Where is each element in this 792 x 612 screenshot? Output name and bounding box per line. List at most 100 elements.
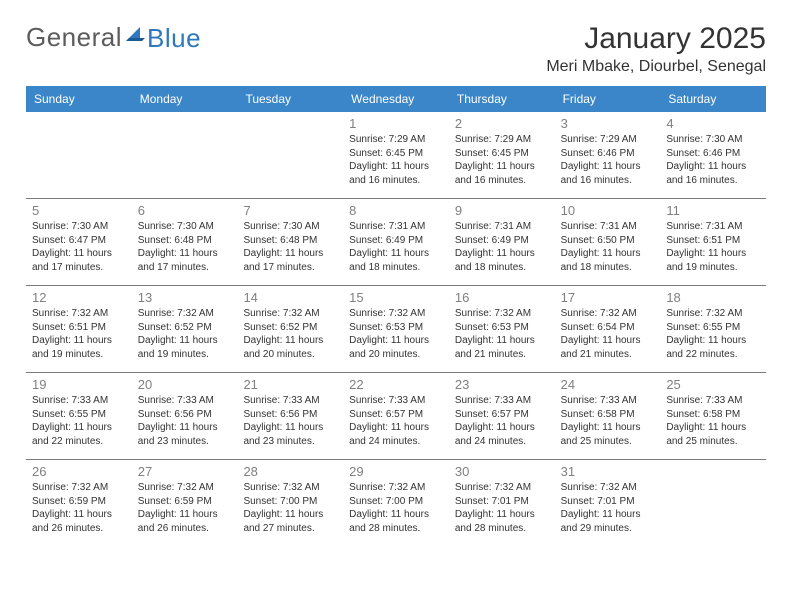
day-number: 20 [138, 377, 232, 392]
daylight-text: Daylight: 11 hours and 25 minutes. [666, 421, 760, 448]
day-cell [660, 460, 766, 546]
day-info: Sunrise: 7:29 AMSunset: 6:45 PMDaylight:… [349, 133, 443, 187]
sunrise-text: Sunrise: 7:31 AM [666, 220, 760, 234]
day-info: Sunrise: 7:31 AMSunset: 6:49 PMDaylight:… [349, 220, 443, 274]
daylight-text: Daylight: 11 hours and 23 minutes. [243, 421, 337, 448]
dow-thursday: Thursday [449, 86, 555, 112]
sunrise-text: Sunrise: 7:33 AM [561, 394, 655, 408]
day-number: 22 [349, 377, 443, 392]
day-cell: 13 Sunrise: 7:32 AMSunset: 6:52 PMDayligh… [132, 286, 238, 372]
day-number: 25 [666, 377, 760, 392]
daylight-text: Daylight: 11 hours and 24 minutes. [455, 421, 549, 448]
sunset-text: Sunset: 6:49 PM [455, 234, 549, 248]
day-number: 28 [243, 464, 337, 479]
day-info: Sunrise: 7:32 AMSunset: 7:01 PMDaylight:… [455, 481, 549, 535]
day-info: Sunrise: 7:32 AMSunset: 6:59 PMDaylight:… [138, 481, 232, 535]
location-text: Meri Mbake, Diourbel, Senegal [546, 58, 766, 76]
day-cell: 20 Sunrise: 7:33 AMSunset: 6:56 PMDayligh… [132, 373, 238, 459]
day-number: 26 [32, 464, 126, 479]
day-cell: 21Sunrise: 7:33 AMSunset: 6:56 PMDayligh… [237, 373, 343, 459]
day-info: Sunrise: 7:32 AMSunset: 7:01 PMDaylight:… [561, 481, 655, 535]
daylight-text: Daylight: 11 hours and 27 minutes. [243, 508, 337, 535]
daylight-text: Daylight: 11 hours and 21 minutes. [455, 334, 549, 361]
sunset-text: Sunset: 6:59 PM [138, 495, 232, 509]
daylight-text: Daylight: 11 hours and 22 minutes. [32, 421, 126, 448]
sunrise-text: Sunrise: 7:33 AM [243, 394, 337, 408]
day-info: Sunrise: 7:32 AMSunset: 6:52 PMDaylight:… [243, 307, 337, 361]
sunset-text: Sunset: 6:46 PM [666, 147, 760, 161]
sunrise-text: Sunrise: 7:32 AM [138, 481, 232, 495]
day-number: 15 [349, 290, 443, 305]
day-info: Sunrise: 7:31 AMSunset: 6:49 PMDaylight:… [455, 220, 549, 274]
sunrise-text: Sunrise: 7:31 AM [561, 220, 655, 234]
day-info: Sunrise: 7:33 AMSunset: 6:58 PMDaylight:… [561, 394, 655, 448]
day-cell: 16Sunrise: 7:32 AMSunset: 6:53 PMDayligh… [449, 286, 555, 372]
sunset-text: Sunset: 6:47 PM [32, 234, 126, 248]
sunset-text: Sunset: 6:51 PM [666, 234, 760, 248]
logo-text-1: General [26, 22, 122, 53]
sunset-text: Sunset: 7:01 PM [561, 495, 655, 509]
daylight-text: Daylight: 11 hours and 19 minutes. [138, 334, 232, 361]
daylight-text: Daylight: 11 hours and 23 minutes. [138, 421, 232, 448]
day-number: 4 [666, 116, 760, 131]
day-info: Sunrise: 7:32 AMSunset: 6:54 PMDaylight:… [561, 307, 655, 361]
sunrise-text: Sunrise: 7:32 AM [32, 307, 126, 321]
calendar: Sunday Monday Tuesday Wednesday Thursday… [26, 86, 766, 546]
day-info: Sunrise: 7:29 AMSunset: 6:46 PMDaylight:… [561, 133, 655, 187]
day-cell: 23Sunrise: 7:33 AMSunset: 6:57 PMDayligh… [449, 373, 555, 459]
day-cell: 27Sunrise: 7:32 AMSunset: 6:59 PMDayligh… [132, 460, 238, 546]
dow-friday: Friday [555, 86, 661, 112]
week-row: 12Sunrise: 7:32 AMSunset: 6:51 PMDayligh… [26, 285, 766, 372]
day-info: Sunrise: 7:32 AMSunset: 6:55 PMDaylight:… [666, 307, 760, 361]
sunrise-text: Sunrise: 7:33 AM [455, 394, 549, 408]
daylight-text: Daylight: 11 hours and 20 minutes. [243, 334, 337, 361]
day-number: 7 [243, 203, 337, 218]
sunrise-text: Sunrise: 7:30 AM [32, 220, 126, 234]
dow-wednesday: Wednesday [343, 86, 449, 112]
sunrise-text: Sunrise: 7:32 AM [349, 307, 443, 321]
sunset-text: Sunset: 6:48 PM [243, 234, 337, 248]
sunset-text: Sunset: 6:52 PM [138, 321, 232, 335]
day-cell: 29Sunrise: 7:32 AMSunset: 7:00 PMDayligh… [343, 460, 449, 546]
day-number: 6 [138, 203, 232, 218]
sunrise-text: Sunrise: 7:29 AM [349, 133, 443, 147]
sunrise-text: Sunrise: 7:33 AM [666, 394, 760, 408]
sunset-text: Sunset: 6:56 PM [243, 408, 337, 422]
sunrise-text: Sunrise: 7:32 AM [561, 307, 655, 321]
day-info: Sunrise: 7:33 AMSunset: 6:56 PMDaylight:… [138, 394, 232, 448]
week-row: 1 Sunrise: 7:29 AMSunset: 6:45 PMDaylight… [26, 112, 766, 198]
day-number: 31 [561, 464, 655, 479]
daylight-text: Daylight: 11 hours and 17 minutes. [32, 247, 126, 274]
day-number: 5 [32, 203, 126, 218]
header: General Blue January 2025 Meri Mbake, Di… [26, 22, 766, 76]
dow-tuesday: Tuesday [237, 86, 343, 112]
day-info: Sunrise: 7:33 AMSunset: 6:57 PMDaylight:… [349, 394, 443, 448]
day-number: 13 [138, 290, 232, 305]
day-cell: 3Sunrise: 7:29 AMSunset: 6:46 PMDaylight… [555, 112, 661, 198]
sunset-text: Sunset: 7:00 PM [243, 495, 337, 509]
day-info: Sunrise: 7:33 AMSunset: 6:58 PMDaylight:… [666, 394, 760, 448]
day-number: 29 [349, 464, 443, 479]
day-cell: 30Sunrise: 7:32 AMSunset: 7:01 PMDayligh… [449, 460, 555, 546]
daylight-text: Daylight: 11 hours and 26 minutes. [32, 508, 126, 535]
day-cell: 28Sunrise: 7:32 AMSunset: 7:00 PMDayligh… [237, 460, 343, 546]
sunset-text: Sunset: 6:55 PM [32, 408, 126, 422]
sunrise-text: Sunrise: 7:32 AM [349, 481, 443, 495]
day-number: 11 [666, 203, 760, 218]
day-info: Sunrise: 7:29 AMSunset: 6:45 PMDaylight:… [455, 133, 549, 187]
week-row: 26Sunrise: 7:32 AMSunset: 6:59 PMDayligh… [26, 459, 766, 546]
day-number: 1 [349, 116, 443, 131]
sunset-text: Sunset: 6:58 PM [561, 408, 655, 422]
day-number: 9 [455, 203, 549, 218]
sunset-text: Sunset: 6:59 PM [32, 495, 126, 509]
daylight-text: Daylight: 11 hours and 25 minutes. [561, 421, 655, 448]
sunset-text: Sunset: 6:55 PM [666, 321, 760, 335]
day-cell [132, 112, 238, 198]
day-cell: 26Sunrise: 7:32 AMSunset: 6:59 PMDayligh… [26, 460, 132, 546]
daylight-text: Daylight: 11 hours and 20 minutes. [349, 334, 443, 361]
day-info: Sunrise: 7:32 AMSunset: 6:52 PMDaylight:… [138, 307, 232, 361]
day-number: 8 [349, 203, 443, 218]
day-info: Sunrise: 7:31 AMSunset: 6:50 PMDaylight:… [561, 220, 655, 274]
sunset-text: Sunset: 7:00 PM [349, 495, 443, 509]
daylight-text: Daylight: 11 hours and 16 minutes. [455, 160, 549, 187]
